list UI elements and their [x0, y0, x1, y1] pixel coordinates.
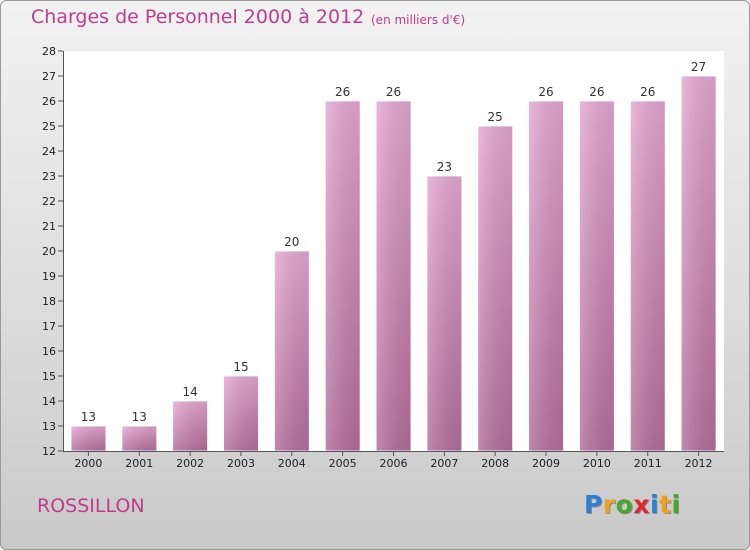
y-tick-label: 15 — [42, 370, 56, 383]
bar-value-label: 15 — [233, 360, 248, 374]
bar-shade — [172, 401, 208, 451]
logo-letter: t — [659, 490, 672, 519]
x-tick-label: 2005 — [329, 457, 357, 470]
bars: 13 13 14 15 20 26 26 23 25 26 26 26 27 — [70, 60, 717, 452]
y-tick-label: 14 — [42, 395, 56, 408]
town-name: ROSSILLON — [37, 495, 145, 517]
y-tick-label: 13 — [42, 420, 56, 433]
y-tick-label: 20 — [42, 245, 56, 258]
y-tick-label: 16 — [42, 345, 56, 358]
bar-shade — [121, 426, 157, 451]
logo-letter: i — [650, 490, 660, 519]
logo-letter: r — [602, 490, 616, 519]
bar-value-label: 23 — [437, 160, 452, 174]
y-tick-label: 25 — [42, 120, 56, 133]
unit-note: (en milliers d'€) — [371, 13, 466, 27]
x-tick-label: 2007 — [430, 457, 458, 470]
bar-value-label: 27 — [691, 60, 706, 74]
y-tick-label: 27 — [42, 70, 56, 83]
bar-shade — [376, 101, 411, 451]
x-axis: 2000 2001 2002 2003 2004 2005 2006 2007 2008 2009… — [74, 451, 713, 470]
x-tick-label: 2006 — [380, 457, 408, 470]
bar-shade — [426, 176, 462, 451]
x-tick-label: 2000 — [74, 457, 102, 470]
bar-shade — [630, 101, 666, 451]
y-tick-label: 21 — [42, 220, 56, 233]
bar-value-label: 26 — [386, 85, 401, 99]
bar-value-label: 13 — [81, 410, 96, 424]
bar-shade — [223, 376, 259, 451]
bar-shade — [325, 101, 361, 451]
bar-value-label: 20 — [284, 235, 299, 249]
x-tick-label: 2012 — [685, 457, 713, 470]
x-tick-label: 2004 — [278, 457, 306, 470]
bar-value-label: 14 — [182, 385, 197, 399]
y-tick-label: 12 — [42, 445, 56, 458]
y-tick-label: 26 — [42, 95, 56, 108]
bar-shade — [477, 126, 513, 451]
bar-shade — [274, 251, 310, 451]
y-tick-label: 24 — [42, 145, 56, 158]
x-tick-label: 2011 — [634, 457, 662, 470]
x-tick-label: 2003 — [227, 457, 255, 470]
bar-value-label: 25 — [488, 110, 503, 124]
bar-shade — [681, 76, 717, 451]
bar-value-label: 26 — [589, 85, 604, 99]
x-tick-label: 2010 — [583, 457, 611, 470]
logo-letter: i — [671, 490, 681, 519]
bar-value-label: 26 — [538, 85, 553, 99]
y-tick-label: 18 — [42, 295, 56, 308]
logo-letter: x — [633, 490, 650, 519]
y-tick-label: 17 — [42, 320, 56, 333]
bar-shade — [70, 426, 106, 451]
logo-letter: P — [584, 490, 603, 519]
x-tick-label: 2008 — [481, 457, 509, 470]
y-axis: 12 13 14 15 16 17 18 19 20 21 22 23 24 25 26 27 28 — [42, 45, 63, 458]
bar-value-label: 26 — [335, 85, 350, 99]
bar-value-label: 26 — [640, 85, 655, 99]
chart-title: Charges de Personnel 2000 à 2012 — [31, 6, 365, 28]
logo-letter: o — [615, 490, 634, 519]
y-tick-label: 19 — [42, 270, 56, 283]
y-tick-label: 22 — [42, 195, 56, 208]
bar-shade — [579, 101, 615, 451]
x-tick-label: 2009 — [532, 457, 560, 470]
x-tick-label: 2001 — [125, 457, 153, 470]
y-tick-label: 28 — [42, 45, 56, 58]
bar-value-label: 13 — [132, 410, 147, 424]
proxiti-logo: Proxiti — [584, 490, 681, 519]
bar-shade — [528, 101, 564, 451]
y-tick-label: 23 — [42, 170, 56, 183]
x-tick-label: 2002 — [176, 457, 204, 470]
